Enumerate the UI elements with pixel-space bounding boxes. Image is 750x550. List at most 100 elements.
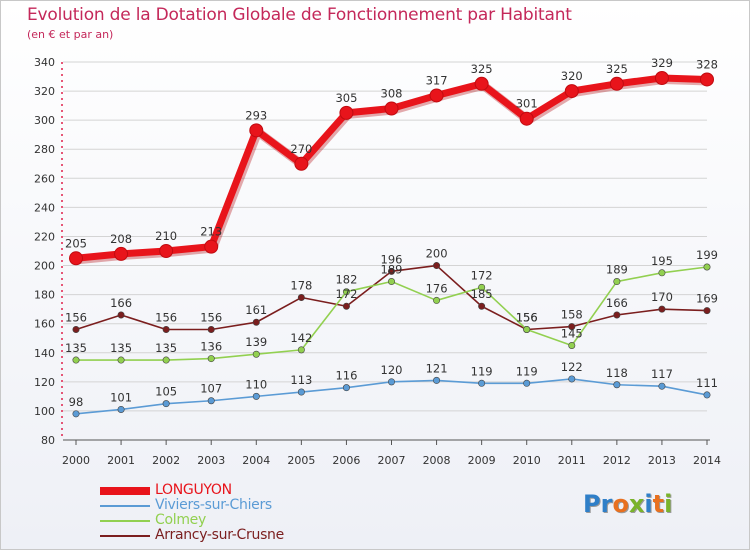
data-point-viviers-sur-chiers [342, 384, 350, 392]
x-tick-label: 2002 [152, 454, 180, 467]
data-label-arrancy-sur-crusne: 169 [696, 292, 718, 306]
data-label-longuyon: 320 [561, 69, 583, 83]
data-label-viviers-sur-chiers: 107 [200, 382, 222, 396]
data-label-viviers-sur-chiers: 118 [606, 366, 628, 380]
legend-label-longuyon: LONGUYON [155, 482, 232, 498]
data-point-arrancy-sur-crusne [342, 302, 350, 310]
data-point-arrancy-sur-crusne [703, 307, 711, 315]
data-label-viviers-sur-chiers: 101 [110, 390, 132, 404]
data-label-viviers-sur-chiers: 110 [245, 377, 267, 391]
data-label-longuyon: 329 [651, 56, 673, 70]
data-label-arrancy-sur-crusne: 158 [561, 308, 583, 322]
y-tick-label: 260 [34, 172, 55, 185]
data-point-longuyon [654, 70, 669, 85]
data-point-colmey [523, 326, 531, 334]
y-tick-label: 140 [34, 347, 55, 360]
data-point-longuyon [69, 251, 83, 266]
data-point-colmey [72, 356, 80, 364]
y-tick-label: 240 [34, 201, 55, 214]
data-label-viviers-sur-chiers: 119 [471, 364, 493, 378]
data-point-arrancy-sur-crusne [478, 302, 486, 310]
data-label-arrancy-sur-crusne: 156 [200, 311, 222, 325]
legend-swatch-longuyon [100, 487, 150, 495]
data-label-longuyon: 308 [381, 87, 403, 101]
legend-label-arrancy-sur-crusne: Arrancy-sur-Crusne [155, 527, 284, 543]
data-label-colmey: 182 [335, 273, 357, 287]
series-lines [69, 70, 714, 418]
data-label-colmey: 189 [606, 263, 628, 277]
x-tick-label: 2005 [287, 454, 315, 467]
y-tick-label: 80 [41, 434, 55, 447]
data-point-viviers-sur-chiers [703, 391, 711, 399]
data-point-arrancy-sur-crusne [162, 326, 170, 334]
data-point-longuyon [249, 123, 264, 138]
data-label-colmey: 139 [245, 335, 267, 349]
data-label-colmey: 189 [381, 263, 403, 277]
data-point-colmey [387, 278, 395, 286]
x-tick-label: 2010 [513, 454, 541, 467]
data-label-viviers-sur-chiers: 119 [516, 364, 538, 378]
data-label-viviers-sur-chiers: 113 [290, 373, 312, 387]
proxiti-logo: Proxiti [583, 490, 672, 518]
legend-label-colmey: Colmey [155, 512, 206, 528]
data-label-arrancy-sur-crusne: 185 [471, 287, 493, 301]
data-label-arrancy-sur-crusne: 170 [651, 290, 673, 304]
data-point-arrancy-sur-crusne [72, 326, 80, 334]
data-label-longuyon: 325 [606, 62, 628, 76]
data-point-arrancy-sur-crusne [568, 323, 576, 331]
x-tick-label: 2013 [648, 454, 676, 467]
data-point-viviers-sur-chiers [252, 392, 260, 400]
data-label-longuyon: 270 [290, 142, 312, 156]
data-label-viviers-sur-chiers: 98 [69, 395, 84, 409]
legend-label-viviers-sur-chiers: Viviers-sur-Chiers [155, 497, 272, 513]
data-point-arrancy-sur-crusne [658, 305, 666, 313]
data-point-viviers-sur-chiers [297, 388, 305, 396]
data-point-colmey [207, 355, 215, 363]
data-label-arrancy-sur-crusne: 156 [65, 311, 87, 325]
y-tick-label: 100 [34, 405, 55, 418]
y-tick-label: 320 [34, 85, 55, 98]
legend-swatch-colmey [100, 520, 150, 522]
data-label-colmey: 199 [696, 248, 718, 262]
data-label-longuyon: 325 [471, 62, 493, 76]
data-label-colmey: 135 [110, 341, 132, 355]
data-label-colmey: 136 [200, 340, 222, 354]
y-tick-label: 340 [34, 56, 55, 69]
data-label-viviers-sur-chiers: 122 [561, 360, 583, 374]
data-label-colmey: 142 [290, 331, 312, 345]
legend-swatch-arrancy-sur-crusne [100, 535, 150, 537]
data-label-longuyon: 301 [516, 97, 538, 111]
logo-letter: t [652, 490, 665, 518]
data-label-longuyon: 293 [245, 108, 267, 122]
data-point-arrancy-sur-crusne [297, 294, 305, 302]
data-point-colmey [342, 288, 350, 296]
legend-swatch-viviers-sur-chiers [100, 505, 150, 507]
data-label-colmey: 195 [651, 254, 673, 268]
data-label-longuyon: 317 [426, 73, 448, 87]
data-point-colmey [433, 296, 441, 304]
logo-letter: r [600, 490, 613, 518]
data-point-colmey [568, 341, 576, 349]
y-tick-label: 220 [34, 230, 55, 243]
data-point-viviers-sur-chiers [613, 381, 621, 389]
data-label-longuyon: 213 [200, 225, 222, 239]
data-point-longuyon [159, 244, 174, 258]
x-tick-label: 2011 [558, 454, 586, 467]
data-label-viviers-sur-chiers: 117 [651, 367, 673, 381]
logo-letter: i [664, 490, 673, 518]
data-point-colmey [297, 346, 305, 354]
x-tick-label: 2006 [332, 454, 360, 467]
data-point-colmey [252, 350, 260, 358]
x-tick-label: 2008 [423, 454, 451, 467]
data-label-viviers-sur-chiers: 111 [696, 376, 718, 390]
data-label-colmey: 145 [561, 327, 583, 341]
data-label-viviers-sur-chiers: 121 [426, 361, 448, 375]
data-label-colmey: 135 [65, 341, 87, 355]
chart-title: Evolution de la Dotation Globale de Fonc… [27, 5, 572, 25]
data-point-viviers-sur-chiers [387, 378, 395, 386]
data-point-viviers-sur-chiers [433, 376, 441, 384]
logo-letter: o [612, 490, 629, 518]
data-point-longuyon [384, 101, 399, 116]
